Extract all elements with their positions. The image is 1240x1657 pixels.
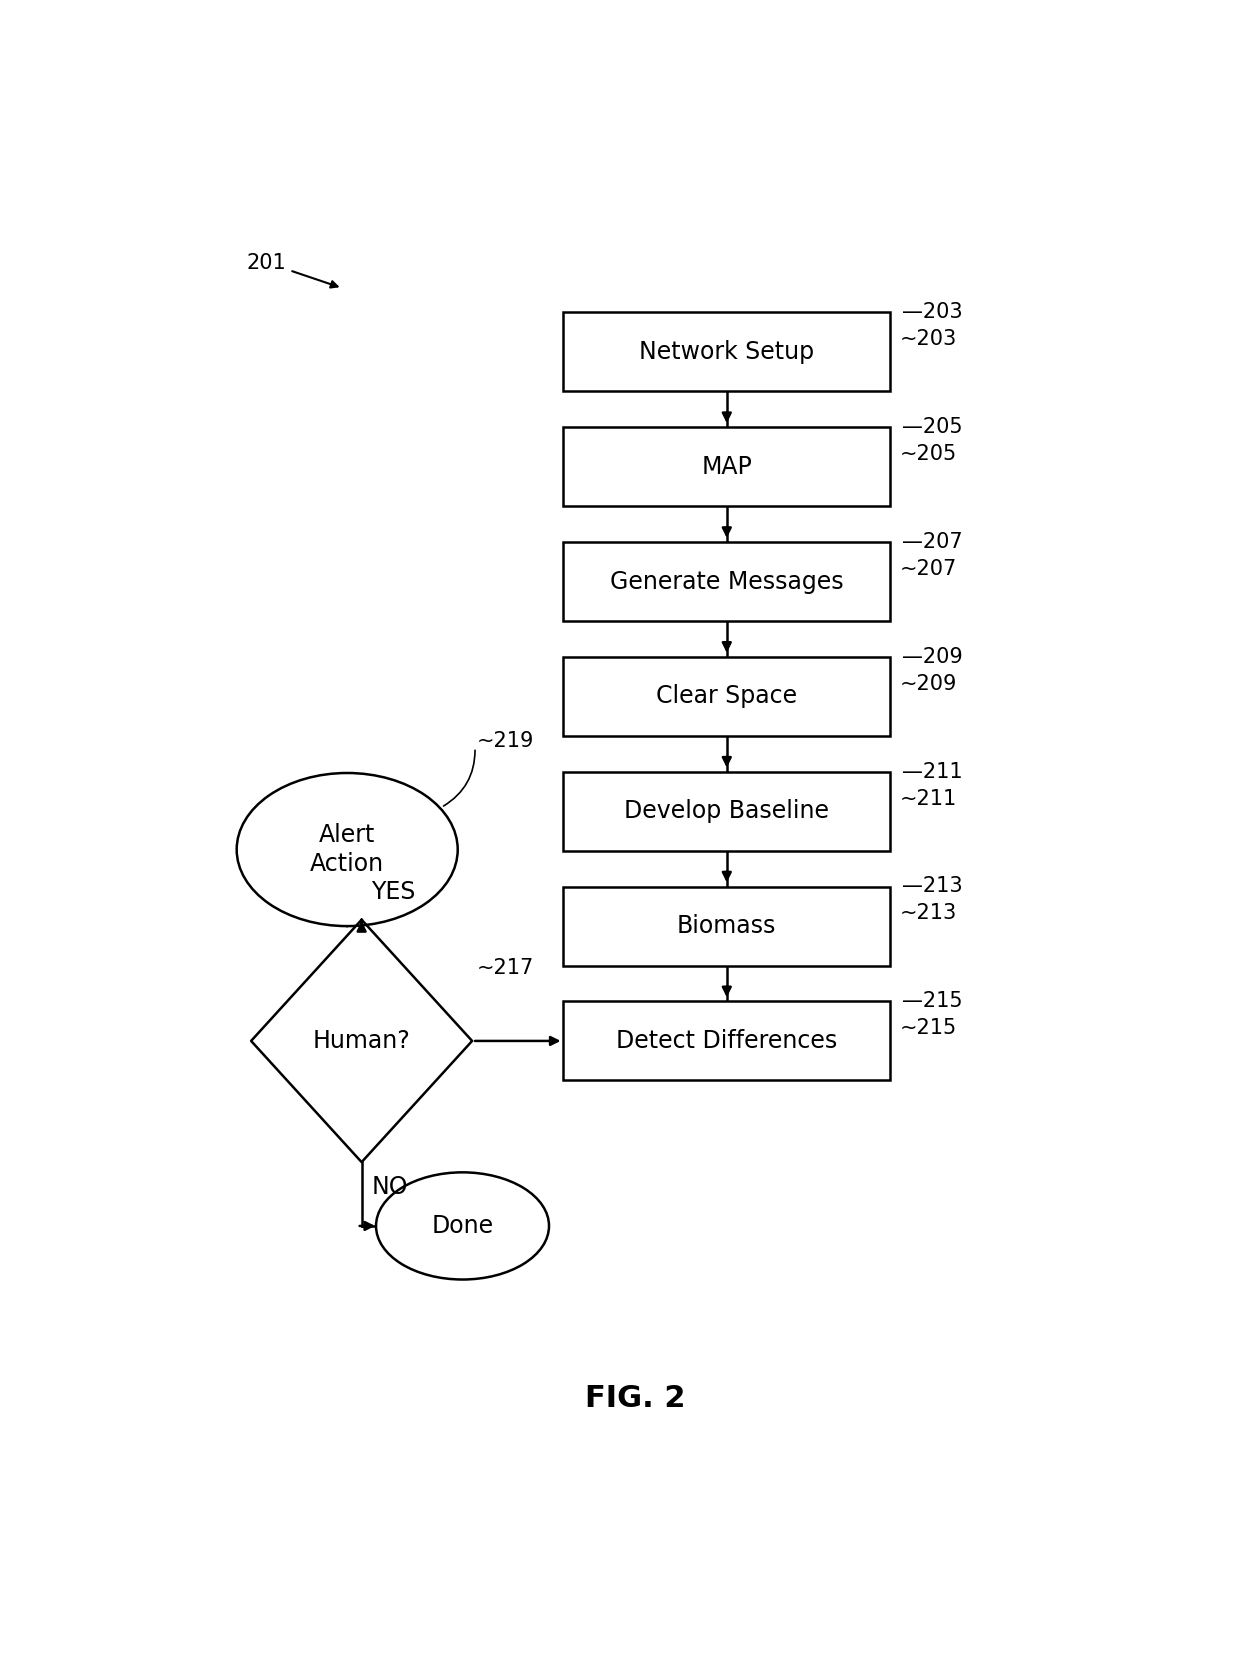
Text: ~211: ~211 — [900, 789, 957, 809]
Text: Detect Differences: Detect Differences — [616, 1029, 837, 1052]
Text: Clear Space: Clear Space — [656, 684, 797, 709]
Text: —203: —203 — [901, 302, 962, 321]
Text: Develop Baseline: Develop Baseline — [624, 799, 830, 824]
FancyBboxPatch shape — [563, 772, 890, 850]
Text: ~203: ~203 — [900, 330, 957, 350]
Text: YES: YES — [371, 880, 415, 905]
Text: Biomass: Biomass — [677, 915, 776, 938]
Text: —207: —207 — [901, 532, 962, 552]
Text: —205: —205 — [901, 418, 962, 437]
Text: ~217: ~217 — [477, 958, 534, 978]
FancyBboxPatch shape — [563, 542, 890, 621]
Text: ~207: ~207 — [900, 558, 957, 578]
Text: —209: —209 — [901, 646, 962, 666]
FancyBboxPatch shape — [563, 886, 890, 966]
FancyBboxPatch shape — [563, 428, 890, 507]
Ellipse shape — [376, 1173, 549, 1279]
Text: ~219: ~219 — [477, 731, 534, 751]
FancyBboxPatch shape — [563, 656, 890, 736]
Text: —213: —213 — [901, 877, 962, 896]
Text: ~209: ~209 — [900, 674, 957, 694]
Text: —211: —211 — [901, 762, 962, 782]
Text: ~205: ~205 — [900, 444, 957, 464]
Polygon shape — [250, 920, 472, 1162]
FancyBboxPatch shape — [563, 1001, 890, 1080]
Text: Alert
Action: Alert Action — [310, 822, 384, 877]
Text: FIG. 2: FIG. 2 — [585, 1384, 686, 1413]
Text: NO: NO — [371, 1175, 408, 1200]
Text: Done: Done — [432, 1215, 494, 1238]
Text: ~213: ~213 — [900, 903, 957, 923]
Text: MAP: MAP — [702, 454, 753, 479]
Text: 201: 201 — [247, 252, 286, 273]
FancyBboxPatch shape — [563, 313, 890, 391]
Text: Generate Messages: Generate Messages — [610, 570, 843, 593]
Text: Human?: Human? — [312, 1029, 410, 1052]
Text: Network Setup: Network Setup — [640, 340, 815, 365]
Text: —215: —215 — [901, 991, 962, 1011]
Ellipse shape — [237, 772, 458, 926]
Text: ~215: ~215 — [900, 1017, 957, 1039]
